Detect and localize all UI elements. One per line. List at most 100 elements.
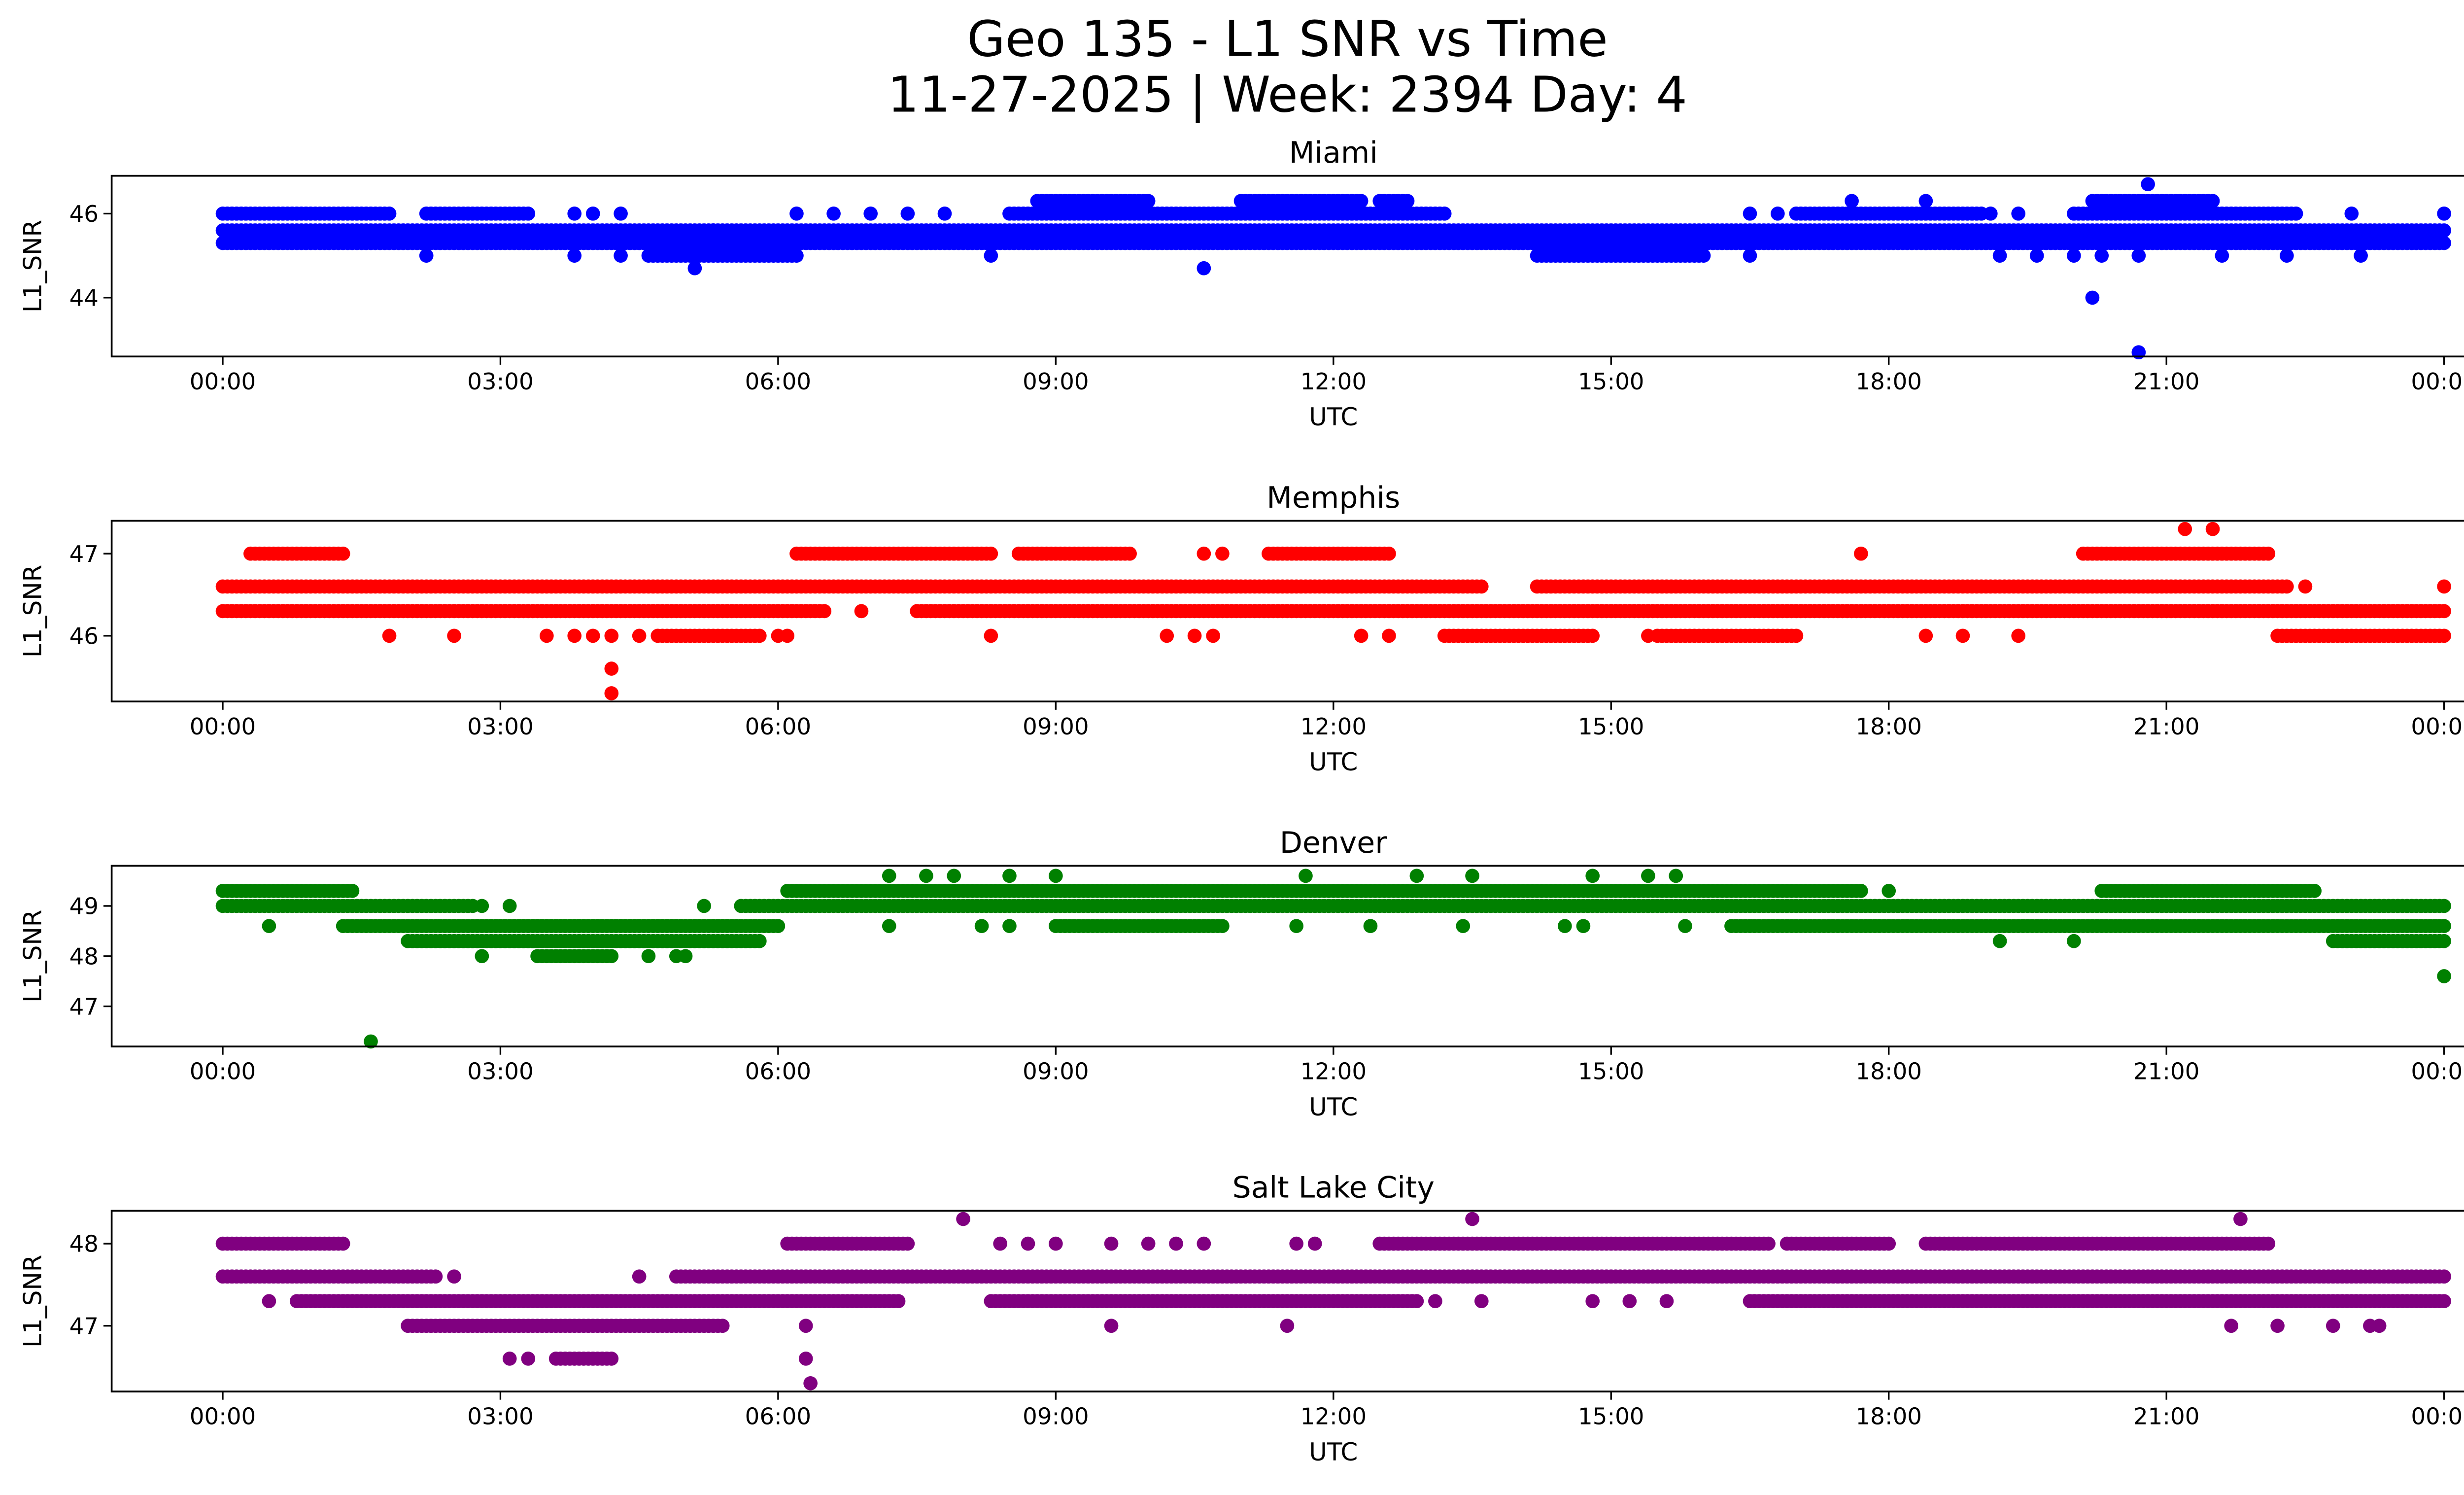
data-point [1761,1236,1776,1251]
data-point [567,628,582,643]
data-point [1382,546,1396,561]
scatter-points [215,177,2451,360]
x-tick-label: 00:00 [190,369,256,395]
data-point [882,919,896,934]
y-tick-label: 49 [69,894,99,920]
x-tick-label: 15:00 [1578,369,1644,395]
data-point [900,207,915,221]
x-tick-label: 06:00 [745,1059,811,1085]
chart-subtitle: 11-27-2025 | Week: 2394 Day: 4 [888,66,1687,124]
data-point [1049,869,1063,883]
data-point [1400,194,1415,209]
data-point [2437,628,2451,643]
data-point [604,1352,619,1366]
data-point [771,919,786,934]
data-point [1474,579,1489,594]
panel-title: Salt Lake City [1232,1171,1435,1205]
data-point [1456,919,1471,934]
data-point [1854,884,1868,898]
data-point [2437,969,2451,983]
data-point [678,949,693,964]
data-point [521,207,536,221]
chart-title: Geo 135 - L1 SNR vs Time [967,10,1608,68]
y-tick-label: 46 [69,624,99,650]
data-point [1354,194,1369,209]
y-tick-label: 47 [69,541,99,568]
data-point [900,1236,915,1251]
data-point [1187,628,1202,643]
y-axis-label: L1_SNR [18,910,47,1003]
y-tick-label: 48 [69,943,99,970]
data-point [947,869,961,883]
data-point [753,934,767,948]
y-axis-label: L1_SNR [18,565,47,658]
x-tick-label: 00:00 [2411,1059,2464,1085]
data-point [1678,919,1692,934]
y-tick-label: 44 [69,285,99,312]
x-tick-label: 00:00 [190,714,256,740]
data-point [2354,248,2368,263]
data-point [1002,869,1017,883]
x-tick-label: 09:00 [1023,1059,1089,1085]
data-point [1696,248,1711,263]
data-point [2067,934,2081,948]
x-tick-label: 09:00 [1023,714,1089,740]
data-point [2011,207,2025,221]
x-tick-label: 03:00 [467,1059,533,1085]
data-point [2280,579,2294,594]
data-point [1882,1236,1896,1251]
data-point [697,899,711,913]
data-point [1409,1294,1424,1309]
data-point [2437,1294,2451,1309]
panel-memphis: Memphis UTC L1_SNR 00:00 03:00 06:00 09:00 1… [18,481,2464,776]
data-point [428,1269,443,1284]
x-tick-label: 06:00 [745,369,811,395]
data-point [502,899,517,913]
data-point [1918,236,1933,250]
data-point [1641,628,1655,643]
data-point [2437,579,2451,594]
data-point [2085,290,2100,305]
x-tick-label: 00:00 [2411,369,2464,395]
data-point [2298,579,2313,594]
data-point [854,604,869,619]
data-point [1771,207,1785,221]
data-point [632,628,647,643]
data-point [1382,628,1396,643]
data-point [715,1319,730,1333]
data-point [789,248,804,263]
data-point [1465,869,1479,883]
data-point [2289,207,2303,221]
data-point [447,628,461,643]
data-point [2029,248,2044,263]
data-point [475,899,489,913]
data-point [2437,207,2451,221]
panel-title: Denver [1280,826,1387,860]
data-point [919,869,933,883]
data-point [882,869,896,883]
data-point [1160,628,1174,643]
x-axis-label: UTC [1309,748,1358,776]
data-point [2437,934,2451,948]
x-tick-label: 12:00 [1300,369,1367,395]
data-point [585,628,600,643]
data-point [974,919,989,934]
data-point [2141,177,2155,192]
data-point [382,207,397,221]
data-point [1992,248,2007,263]
data-point [614,248,628,263]
data-point [1002,919,1017,934]
x-tick-label: 15:00 [1578,714,1644,740]
data-point [826,207,841,221]
data-point [1363,919,1378,934]
data-point [1918,194,1933,209]
data-point [2261,1236,2276,1251]
data-point [1197,261,1211,276]
panel-miami: Miami UTC L1_SNR 00:00 03:00 06:00 09:00 12:… [18,136,2464,431]
data-point [604,628,619,643]
data-point [585,207,600,221]
data-point [336,1236,350,1251]
data-point [706,223,720,238]
data-point [984,546,998,561]
